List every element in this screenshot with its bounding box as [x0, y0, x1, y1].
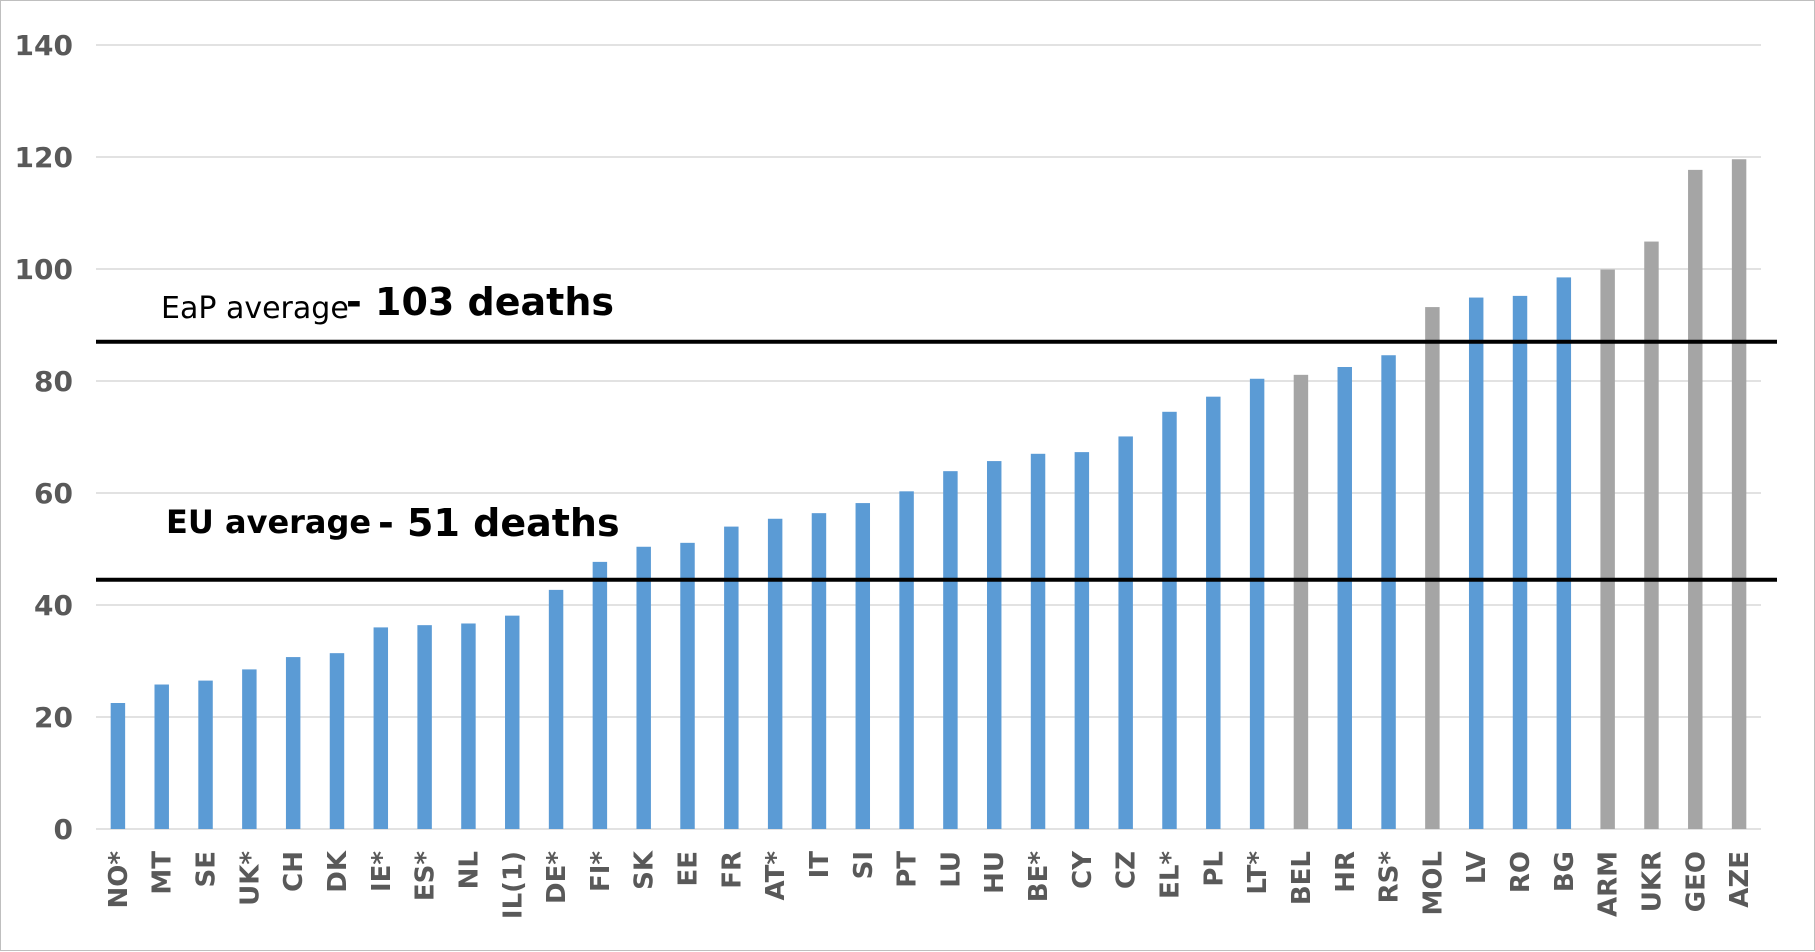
- bar: [986, 461, 1002, 829]
- x-category-label: BE*: [1024, 851, 1054, 903]
- x-category-label: CZ: [1112, 851, 1142, 889]
- y-tick-label: 0: [54, 813, 73, 846]
- bar: [1162, 411, 1177, 829]
- bar: [1030, 453, 1046, 829]
- eu-average-value: - 51 deaths: [378, 501, 620, 545]
- bar: [943, 471, 958, 829]
- bar: [855, 503, 871, 829]
- y-tick-label: 140: [15, 29, 73, 62]
- bar: [1688, 169, 1703, 829]
- eu-average-label: EU average: [166, 503, 371, 541]
- bar: [1600, 269, 1615, 829]
- bar: [1381, 355, 1396, 829]
- x-category-label: EL*: [1155, 851, 1185, 899]
- bar: [242, 669, 257, 829]
- y-tick-label: 80: [34, 365, 73, 398]
- x-category-label: UKR: [1637, 851, 1667, 912]
- x-category-label: ARM: [1594, 851, 1624, 917]
- bar: [154, 684, 169, 829]
- x-category-label: UK*: [235, 851, 265, 906]
- eap-average-value: - 103 deaths: [346, 280, 614, 324]
- gridlines: [96, 44, 1761, 830]
- bar: [1206, 396, 1221, 829]
- x-category-label: LV: [1462, 851, 1492, 884]
- x-category-label: SI: [849, 851, 879, 879]
- bar: [1512, 295, 1528, 829]
- x-category-label: EE: [674, 851, 704, 887]
- bar: [724, 526, 739, 829]
- x-category-label: LT*: [1243, 851, 1273, 895]
- x-category-label: BG: [1550, 851, 1580, 892]
- bar: [1731, 159, 1747, 830]
- x-category-label: SE: [192, 851, 222, 888]
- x-category-label: FI*: [586, 851, 616, 892]
- bar: [1468, 297, 1484, 829]
- y-axis-ticks: 0 20 40 60 80 100 120 140: [15, 29, 73, 846]
- bar: [1556, 277, 1572, 829]
- x-category-label: SK: [630, 850, 660, 890]
- bar: [680, 542, 695, 829]
- bar: [811, 513, 827, 829]
- x-category-label: RO: [1506, 851, 1536, 893]
- x-category-label: HU: [980, 851, 1010, 894]
- x-category-label: AT*: [761, 851, 791, 901]
- x-category-label: IT: [805, 851, 835, 879]
- bar: [548, 589, 564, 829]
- x-category-label: DE*: [542, 851, 572, 904]
- bar: [1293, 374, 1309, 829]
- x-category-label: NO*: [104, 851, 134, 909]
- reference-lines: EaP average - 103 deaths EU average - 51…: [96, 280, 1777, 582]
- x-category-label: CY: [1068, 850, 1098, 889]
- bar: [899, 491, 914, 829]
- bar: [461, 623, 476, 829]
- bars: [110, 159, 1747, 830]
- x-category-label: PT: [893, 851, 923, 888]
- x-category-label: RS*: [1375, 851, 1405, 904]
- bar: [198, 680, 213, 829]
- bar: [592, 561, 608, 829]
- bar: [1118, 436, 1133, 829]
- x-category-label: DK: [323, 850, 353, 893]
- x-category-label: NL: [454, 851, 484, 889]
- bar: [417, 625, 432, 829]
- bar: [505, 615, 520, 829]
- x-category-label: LU: [936, 851, 966, 888]
- bar: [1249, 378, 1265, 829]
- x-category-label: PL: [1199, 851, 1229, 887]
- bar: [110, 703, 126, 829]
- x-category-label: ES*: [411, 851, 441, 901]
- bar: [767, 518, 783, 829]
- x-category-label: IE*: [367, 851, 397, 892]
- y-tick-label: 60: [34, 477, 73, 510]
- x-category-label: AZE: [1725, 851, 1755, 908]
- x-category-label: GEO: [1681, 851, 1711, 912]
- x-category-label: FR: [717, 851, 747, 889]
- bar: [636, 546, 651, 829]
- eap-average-label: EaP average: [161, 291, 349, 326]
- bar: [373, 627, 389, 829]
- x-category-label: CH: [279, 851, 309, 892]
- bar: [329, 653, 345, 829]
- y-tick-label: 120: [15, 141, 73, 174]
- x-axis-labels: NO* MT SE UK* CH DK IE* ES* NL IL(1) DE* FI* SK EE FR A…: [104, 850, 1755, 919]
- bar: [1425, 307, 1440, 830]
- bar: [1644, 241, 1659, 829]
- bar: [1337, 367, 1352, 829]
- y-tick-label: 100: [15, 253, 73, 286]
- x-category-label: BEL: [1287, 851, 1317, 905]
- y-tick-label: 20: [34, 701, 73, 734]
- x-category-label: IL(1): [498, 851, 528, 919]
- x-category-label: HR: [1331, 851, 1361, 893]
- x-category-label: MT: [148, 851, 178, 895]
- bar: [285, 657, 301, 829]
- y-tick-label: 40: [34, 589, 73, 622]
- bar: [1074, 452, 1090, 829]
- x-category-label: MOL: [1418, 851, 1448, 916]
